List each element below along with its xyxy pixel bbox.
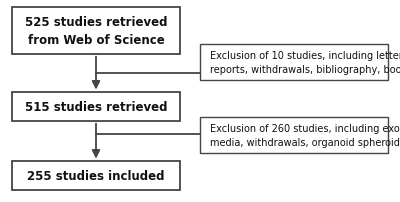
- FancyBboxPatch shape: [12, 93, 180, 121]
- Text: Exclusion of 10 studies, including letters, case
reports, withdrawals, bibliogra: Exclusion of 10 studies, including lette…: [210, 51, 400, 75]
- FancyBboxPatch shape: [200, 117, 388, 154]
- Text: 515 studies retrieved: 515 studies retrieved: [25, 101, 167, 114]
- FancyBboxPatch shape: [12, 8, 180, 55]
- Text: 255 studies included: 255 studies included: [27, 169, 165, 182]
- FancyBboxPatch shape: [12, 162, 180, 190]
- Text: Exclusion of 260 studies, including exons, differentiation
media, withdrawals, o: Exclusion of 260 studies, including exon…: [210, 123, 400, 147]
- FancyBboxPatch shape: [200, 44, 388, 81]
- Text: 525 studies retrieved
from Web of Science: 525 studies retrieved from Web of Scienc…: [25, 16, 167, 47]
